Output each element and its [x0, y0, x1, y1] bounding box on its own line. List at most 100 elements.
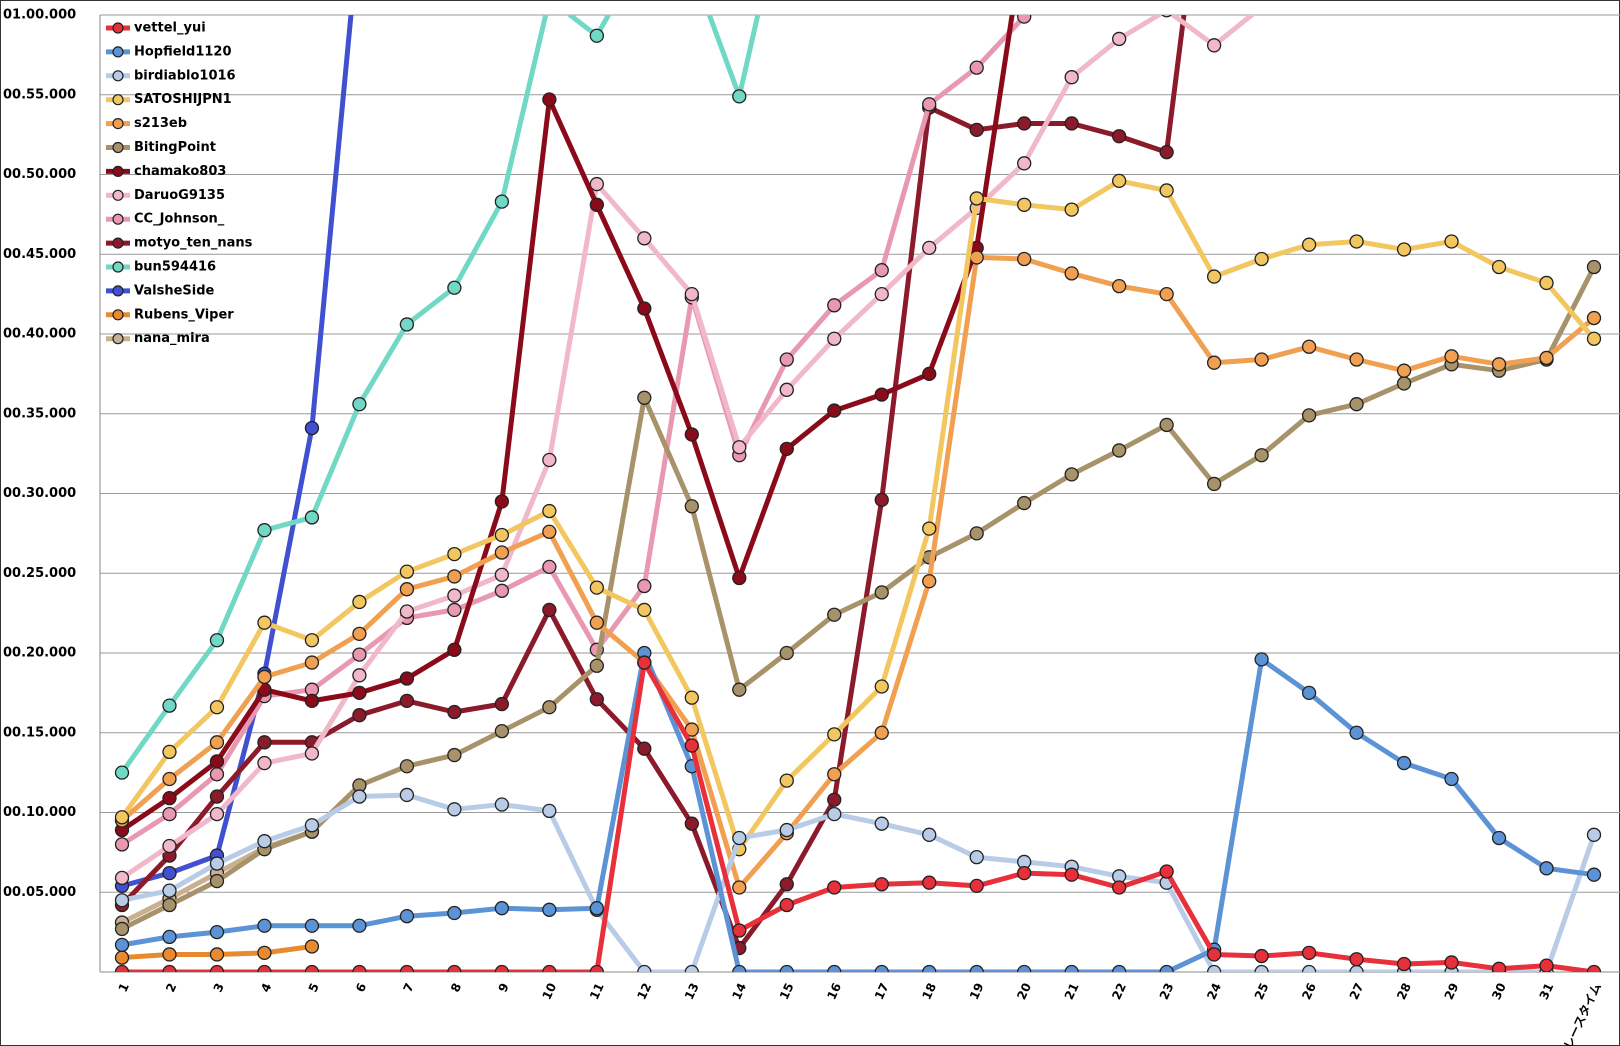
data-point — [162, 698, 177, 713]
data-point — [1206, 38, 1222, 53]
data-point — [1396, 363, 1412, 378]
data-point — [209, 700, 225, 715]
legend-marker — [112, 165, 124, 177]
data-point — [874, 816, 889, 831]
data-point — [969, 122, 984, 137]
data-point — [542, 902, 557, 917]
legend-label: ValsheSide — [134, 283, 215, 298]
data-point — [1017, 964, 1032, 972]
data-point — [1112, 880, 1127, 895]
data-point — [1064, 964, 1079, 972]
data-point — [162, 883, 177, 898]
data-point — [1586, 259, 1602, 275]
data-point — [922, 97, 937, 112]
data-point — [1159, 864, 1174, 879]
data-point — [1539, 350, 1554, 366]
legend-marker — [112, 309, 124, 321]
y-tick-label: 00.40.000 — [3, 327, 76, 342]
legend-marker — [112, 141, 124, 154]
legend-label: CC_Johnson_ — [134, 212, 225, 227]
y-tick-label: 00.30.000 — [3, 486, 76, 501]
data-point — [304, 655, 320, 670]
data-point — [637, 578, 652, 594]
legend-label: nana_mira — [134, 331, 210, 346]
data-point — [162, 838, 177, 854]
data-point — [162, 947, 177, 962]
data-point — [209, 947, 225, 962]
series-line — [119, 660, 1597, 972]
y-tick-label: 00.25.000 — [3, 566, 76, 581]
data-point — [1539, 861, 1554, 876]
data-point — [399, 317, 415, 332]
data-point — [1112, 31, 1127, 47]
x-tick-label: 21 — [1062, 981, 1082, 1002]
data-point — [969, 250, 984, 265]
data-point — [447, 569, 462, 584]
x-tick-label: 11 — [587, 981, 607, 1002]
data-point — [1064, 266, 1079, 281]
data-point — [874, 877, 889, 892]
x-tick-label: 18 — [919, 981, 939, 1002]
data-point — [114, 964, 130, 972]
data-point — [1349, 952, 1364, 967]
series-line — [119, 15, 354, 889]
data-point — [779, 773, 794, 788]
data-point — [494, 494, 510, 509]
data-point — [1301, 339, 1317, 354]
data-point — [114, 937, 130, 953]
data-point — [732, 880, 747, 895]
data-point — [352, 789, 367, 804]
data-point — [684, 499, 699, 514]
legend-marker — [112, 261, 124, 273]
data-point — [542, 964, 557, 972]
y-tick-label: 00.15.000 — [3, 725, 76, 740]
data-point — [684, 964, 699, 972]
data-point — [304, 746, 320, 761]
data-point — [209, 735, 225, 750]
data-point — [114, 765, 130, 780]
legend-marker — [112, 70, 124, 82]
data-point — [209, 754, 225, 769]
data-point — [779, 382, 794, 397]
data-point — [1586, 331, 1602, 346]
data-point — [874, 964, 889, 972]
legend-marker — [112, 94, 124, 106]
data-point — [969, 878, 984, 894]
data-point — [827, 767, 842, 782]
data-point — [447, 546, 462, 562]
data-point — [352, 626, 367, 642]
x-tick-label: 10 — [539, 981, 559, 1002]
data-point — [637, 390, 652, 405]
y-tick-label: 00.10.000 — [3, 805, 76, 820]
data-point — [257, 755, 272, 771]
data-point — [1301, 685, 1317, 701]
data-point — [447, 964, 462, 972]
data-point — [304, 633, 320, 648]
data-point — [637, 655, 652, 670]
data-point — [209, 767, 225, 782]
data-point — [1206, 947, 1222, 962]
data-point — [637, 301, 652, 316]
data-point — [399, 693, 415, 708]
data-point — [162, 865, 177, 881]
data-point — [257, 945, 272, 961]
data-point — [494, 797, 510, 812]
data-point — [779, 877, 794, 892]
data-point — [1491, 357, 1507, 372]
data-point — [589, 197, 604, 212]
x-tick-label: 16 — [824, 981, 844, 1002]
data-point — [1254, 251, 1269, 267]
data-point — [1254, 352, 1269, 367]
x-tick-label: 28 — [1394, 981, 1414, 1002]
data-point — [827, 806, 842, 822]
data-point — [162, 744, 177, 760]
legend-label: SATOSHIJPN1 — [134, 92, 232, 107]
data-point — [494, 527, 510, 543]
data-point — [209, 873, 225, 889]
data-point — [1444, 955, 1459, 970]
data-point — [399, 564, 415, 579]
data-point — [874, 492, 889, 508]
data-point — [257, 834, 272, 849]
data-point — [162, 929, 177, 945]
